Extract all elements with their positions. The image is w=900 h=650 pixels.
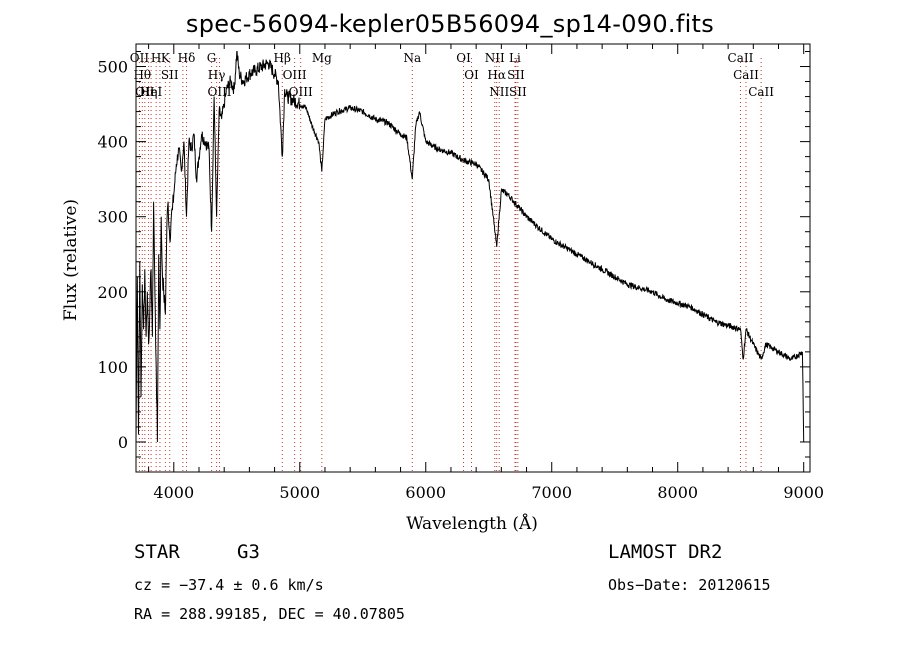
y-tick-label: 400	[97, 133, 128, 152]
spectral-line-label: OIII	[283, 68, 307, 82]
y-axis-label: Flux (relative)	[61, 199, 81, 321]
y-tick-label: 100	[97, 358, 128, 377]
y-tick-label: 200	[97, 283, 128, 302]
spectral-line-label: K	[161, 51, 171, 65]
observation-date: Obs−Date: 20120615	[608, 576, 771, 594]
spectral-line-label: OII	[130, 51, 150, 65]
spectral-line-label: SII	[509, 85, 527, 99]
spectral-line-label: SII	[161, 68, 179, 82]
spectral-line-label: OI	[456, 51, 471, 65]
spectral-line-label: G	[207, 51, 217, 65]
x-tick-label: 8000	[657, 483, 698, 502]
x-tick-label: 7000	[531, 483, 572, 502]
spectral-line-label: Hβ	[274, 51, 291, 65]
spectral-line-label: Hθ	[133, 68, 151, 82]
x-axis-label: Wavelength (Å)	[406, 513, 538, 534]
spectral-line-label: Hα	[487, 68, 506, 82]
object-class: STAR	[134, 541, 180, 563]
spectral-line-label: NII	[489, 85, 509, 99]
spectral-line-label: CaII	[728, 51, 754, 65]
spectral-line-label: Hγ	[208, 68, 226, 82]
spectral-line-label: OII	[135, 85, 155, 99]
spectral-line-markers	[138, 58, 762, 472]
x-tick-label: 6000	[405, 483, 446, 502]
spectral-line-label: CaII	[733, 68, 759, 82]
spectral-line-label: Mg	[312, 51, 332, 65]
survey-name: LAMOST DR2	[608, 541, 723, 563]
spectral-line-label: CaII	[748, 85, 774, 99]
spectral-line-label: NII	[485, 51, 505, 65]
y-axis-ticks: 0 100 200 300 400 500	[97, 51, 810, 458]
redshift-cz: cz = −37.4 ± 0.6 km/s	[134, 576, 324, 594]
x-tick-label: 5000	[279, 483, 320, 502]
x-tick-label: 9000	[783, 483, 824, 502]
object-subclass: G3	[237, 541, 260, 563]
spectral-line-label: Hη	[140, 85, 158, 99]
x-axis-ticks: 4000 5000 6000 7000 8000 9000	[148, 44, 824, 502]
spectral-line-label: OI	[464, 68, 479, 82]
spectrum-series-line	[135, 51, 805, 443]
spectral-line-label: Li	[509, 51, 521, 65]
spectral-line-label: Hδ	[178, 51, 196, 65]
spectral-line-label: HeI	[140, 85, 163, 99]
x-tick-label: 4000	[153, 483, 194, 502]
plot-frame	[135, 43, 811, 473]
y-tick-label: 500	[97, 58, 128, 77]
y-tick-label: 300	[97, 208, 128, 227]
spectral-line-label: Na	[403, 51, 421, 65]
y-tick-label: 0	[118, 433, 128, 452]
spectral-line-label: OIII	[289, 85, 313, 99]
spectral-line-label: SII	[507, 68, 525, 82]
chart-title: spec-56094-kepler05B56094_sp14-090.fits	[185, 10, 715, 38]
spectral-line-label: H	[151, 51, 161, 65]
ra-dec-coordinates: RA = 288.99185, DEC = 40.07805	[134, 605, 405, 623]
